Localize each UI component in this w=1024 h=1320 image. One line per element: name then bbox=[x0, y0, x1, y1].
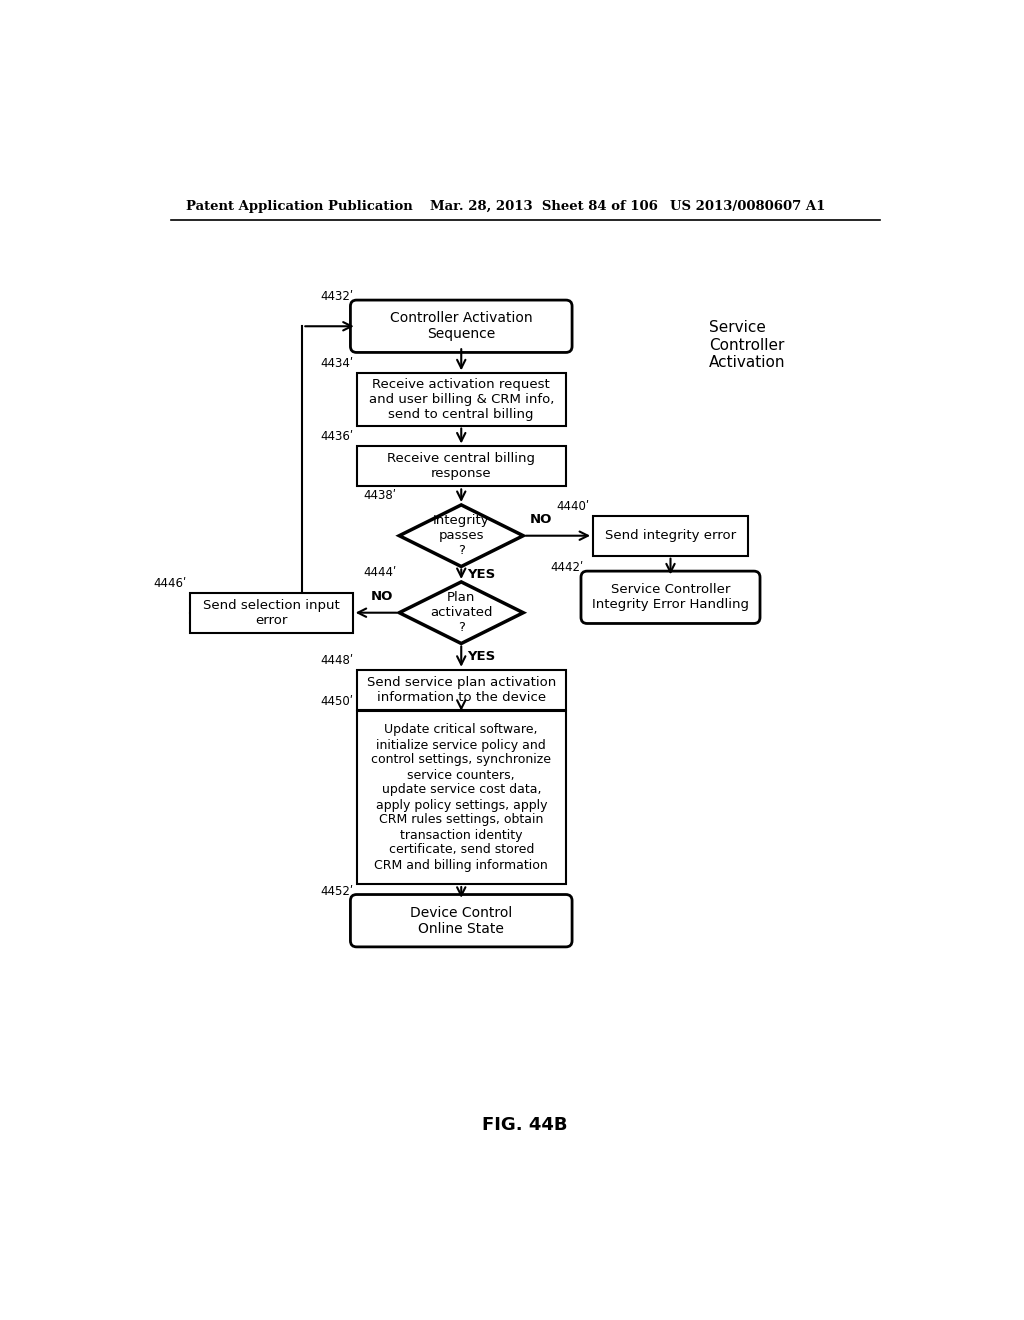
Text: NO: NO bbox=[371, 590, 393, 603]
Text: Receive activation request
and user billing & CRM info,
send to central billing: Receive activation request and user bill… bbox=[369, 378, 554, 421]
Text: 4444ʹ: 4444ʹ bbox=[362, 566, 396, 578]
FancyBboxPatch shape bbox=[350, 300, 572, 352]
FancyBboxPatch shape bbox=[581, 572, 760, 623]
Bar bbox=[356, 669, 566, 710]
Text: 4436ʹ: 4436ʹ bbox=[321, 430, 353, 444]
Text: Send integrity error: Send integrity error bbox=[605, 529, 736, 543]
Text: 4452ʹ: 4452ʹ bbox=[321, 884, 353, 898]
Text: YES: YES bbox=[467, 649, 496, 663]
Text: Update critical software,
initialize service policy and
control settings, synchr: Update critical software, initialize ser… bbox=[372, 723, 551, 871]
Text: 4438ʹ: 4438ʹ bbox=[364, 488, 396, 502]
Text: Service Controller
Integrity Error Handling: Service Controller Integrity Error Handl… bbox=[592, 583, 749, 611]
Text: Patent Application Publication: Patent Application Publication bbox=[186, 199, 413, 213]
FancyBboxPatch shape bbox=[350, 895, 572, 946]
Text: 4446ʹ: 4446ʹ bbox=[154, 577, 187, 590]
Text: 4450ʹ: 4450ʹ bbox=[321, 694, 353, 708]
Text: 4442ʹ: 4442ʹ bbox=[551, 561, 584, 574]
Text: Send selection input
error: Send selection input error bbox=[203, 599, 340, 627]
Bar bbox=[190, 593, 352, 632]
Text: FIG. 44B: FIG. 44B bbox=[482, 1115, 567, 1134]
Text: 4440ʹ: 4440ʹ bbox=[557, 499, 590, 512]
Text: Send service plan activation
information to the device: Send service plan activation information… bbox=[367, 676, 556, 704]
Bar bbox=[593, 516, 748, 556]
Bar bbox=[356, 446, 566, 487]
Text: US 2013/0080607 A1: US 2013/0080607 A1 bbox=[671, 199, 826, 213]
Text: Receive central billing
response: Receive central billing response bbox=[387, 453, 536, 480]
Bar bbox=[356, 711, 566, 884]
Text: Service
Controller
Activation: Service Controller Activation bbox=[710, 321, 785, 370]
Text: Plan
activated
?: Plan activated ? bbox=[430, 591, 493, 634]
Bar bbox=[356, 374, 566, 425]
Text: 4434ʹ: 4434ʹ bbox=[321, 358, 353, 370]
Polygon shape bbox=[399, 582, 523, 644]
Text: Controller Activation
Sequence: Controller Activation Sequence bbox=[390, 312, 532, 342]
Text: 4432ʹ: 4432ʹ bbox=[321, 290, 353, 304]
Text: NO: NO bbox=[529, 513, 552, 527]
Text: 4448ʹ: 4448ʹ bbox=[321, 653, 353, 667]
Text: YES: YES bbox=[467, 568, 496, 581]
Text: Mar. 28, 2013  Sheet 84 of 106: Mar. 28, 2013 Sheet 84 of 106 bbox=[430, 199, 658, 213]
Text: Device Control
Online State: Device Control Online State bbox=[411, 906, 512, 936]
Polygon shape bbox=[399, 506, 523, 566]
Text: Integrity
passes
?: Integrity passes ? bbox=[433, 515, 489, 557]
